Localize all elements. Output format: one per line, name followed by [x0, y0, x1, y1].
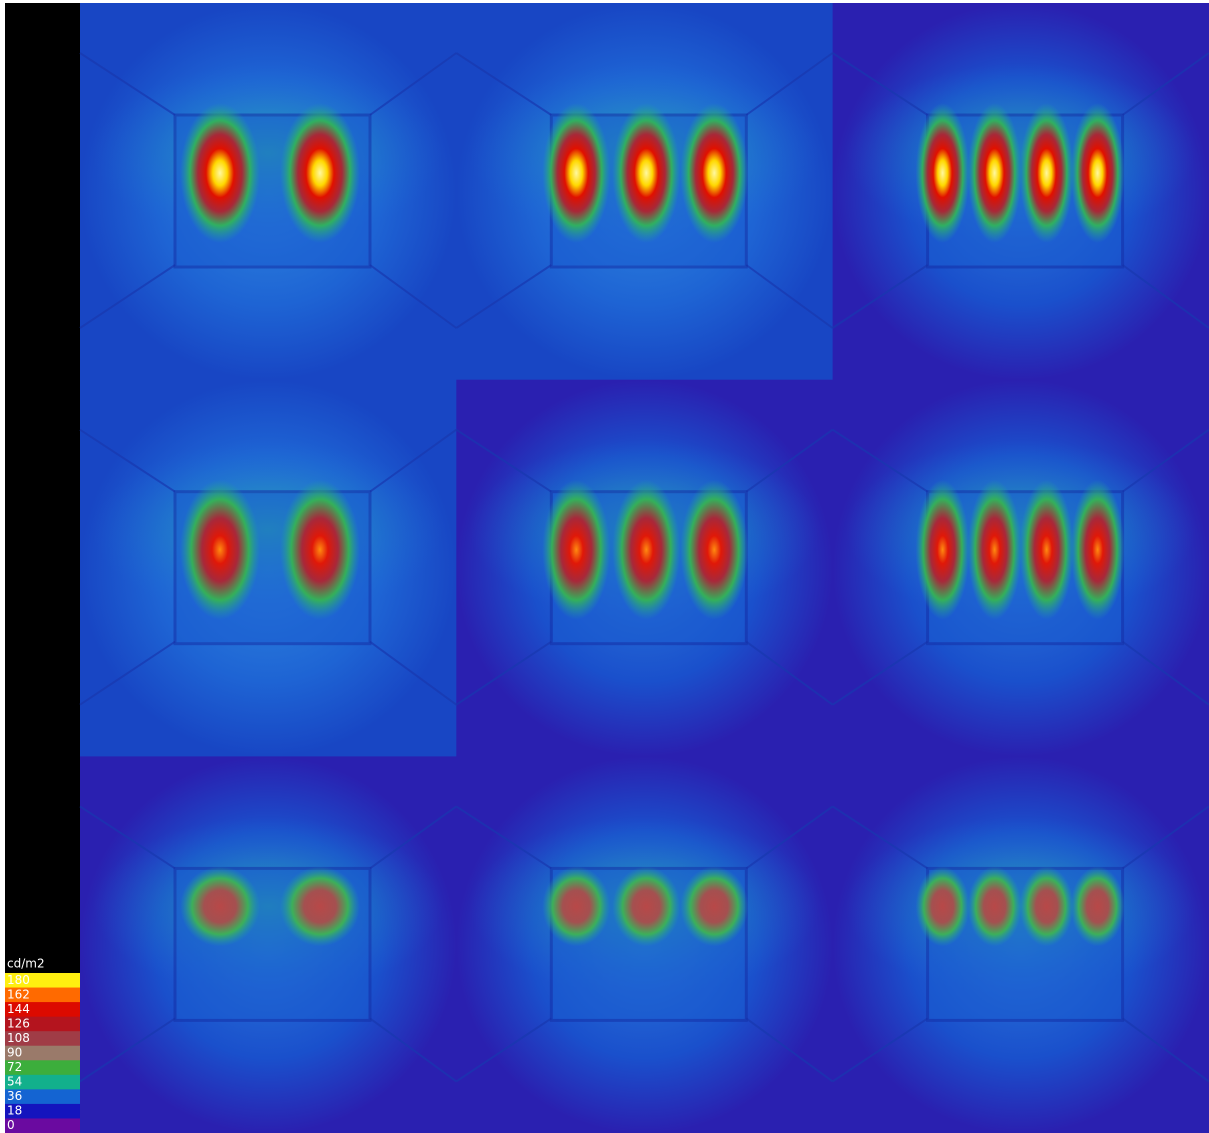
- light-spot: [916, 480, 970, 620]
- legend-swatch: [5, 1118, 80, 1133]
- light-spot: [542, 480, 610, 620]
- light-spot: [916, 866, 970, 946]
- legend-label: 18: [7, 1104, 22, 1118]
- light-spot: [1020, 103, 1074, 243]
- side-bar: [5, 3, 80, 955]
- render-panel: [456, 756, 833, 1133]
- legend-label: 72: [7, 1060, 22, 1074]
- light-spot: [968, 866, 1022, 946]
- page: cd/m2 18016214412610890725436180 (() => …: [0, 0, 1209, 1133]
- light-spot: [680, 480, 748, 620]
- light-spot: [542, 103, 610, 243]
- render-panel: [456, 380, 833, 757]
- render-panel: [456, 3, 833, 380]
- light-spot: [280, 103, 360, 243]
- light-spot: [280, 480, 360, 620]
- legend-label: 126: [7, 1016, 30, 1030]
- light-spot: [968, 103, 1022, 243]
- render-panel: [833, 756, 1209, 1133]
- light-spot: [968, 480, 1022, 620]
- light-spot: [280, 866, 360, 946]
- light-spot: [1020, 480, 1074, 620]
- render-panel: [80, 3, 457, 380]
- legend-label: 0: [7, 1118, 15, 1132]
- legend-label: 90: [7, 1046, 22, 1060]
- light-spot: [1071, 103, 1125, 243]
- light-spot: [612, 866, 680, 946]
- render-panel: [80, 756, 457, 1133]
- render-panel: [833, 3, 1209, 380]
- light-spot: [180, 480, 260, 620]
- light-spot: [916, 103, 970, 243]
- light-spot: [612, 103, 680, 243]
- light-spot: [1071, 866, 1125, 946]
- light-spot: [1071, 480, 1125, 620]
- legend-label: 108: [7, 1031, 30, 1045]
- light-spot: [1020, 866, 1074, 946]
- light-spot: [180, 103, 260, 243]
- legend-unit: cd/m2: [7, 957, 45, 971]
- legend-label: 162: [7, 987, 30, 1001]
- light-spot: [680, 103, 748, 243]
- render-grid: [80, 3, 1209, 1133]
- render-panel: [833, 380, 1209, 757]
- luminance-view: cd/m2 18016214412610890725436180: [0, 0, 1209, 1133]
- legend-label: 180: [7, 973, 30, 987]
- render-panel: [80, 380, 457, 757]
- light-spot: [680, 866, 748, 946]
- light-spot: [612, 480, 680, 620]
- light-spot: [542, 866, 610, 946]
- legend-label: 36: [7, 1089, 22, 1103]
- light-spot: [180, 866, 260, 946]
- legend-label: 144: [7, 1002, 30, 1016]
- legend-label: 54: [7, 1075, 22, 1089]
